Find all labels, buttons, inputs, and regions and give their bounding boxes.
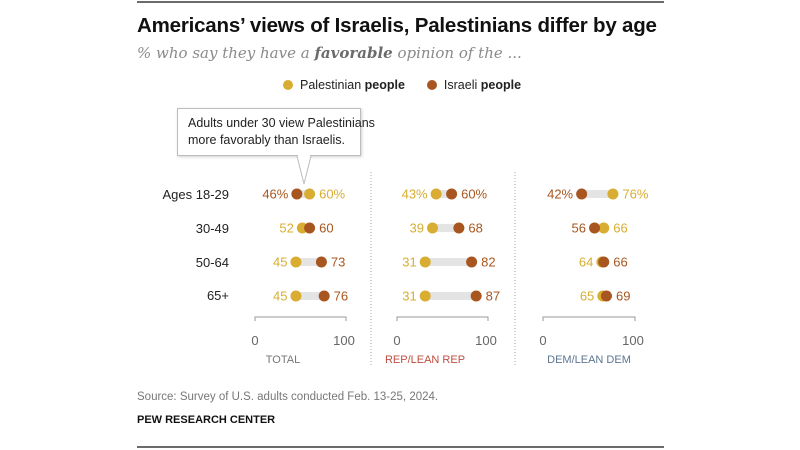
row-label-65-plus: 65+	[206, 288, 229, 303]
palestinian-value-label: 45	[273, 255, 287, 270]
tick-label-0: 0	[539, 333, 546, 348]
legend-item-palestinian: Palestinian people	[283, 78, 405, 92]
palestinian-dot-rep-lean-rep	[426, 222, 438, 234]
palestinian-value-label: 39	[410, 221, 424, 236]
palestinian-value-label: 60%	[319, 187, 345, 202]
israeli-value-label: 56	[572, 221, 586, 236]
legend-bold: people	[364, 78, 405, 92]
bottom-rule	[137, 446, 664, 448]
palestinian-dot-total	[290, 290, 302, 302]
palestinian-dot-total	[304, 188, 316, 200]
brand-label: PEW RESEARCH CENTER	[137, 414, 276, 426]
israeli-dot-rep-lean-rep	[466, 256, 478, 268]
israeli-value-label: 66	[613, 255, 627, 270]
palestinian-dot-rep-lean-rep	[419, 256, 431, 268]
legend-label-israeli: Israeli people	[444, 78, 521, 92]
palestinian-dot-icon	[283, 80, 293, 90]
israeli-value-label: 87	[486, 289, 500, 304]
panel-label-dem-lean-dem: DEM/LEAN DEM	[547, 354, 631, 366]
israeli-value-label: 46%	[262, 187, 288, 202]
legend-plain: Palestinian	[300, 78, 365, 92]
israeli-value-label: 60	[319, 221, 333, 236]
palestinian-value-label: 43%	[402, 187, 428, 202]
top-rule	[137, 1, 664, 3]
panel-label-rep-lean-rep: REP/LEAN REP	[385, 354, 465, 366]
israeli-dot-total	[315, 256, 327, 268]
israeli-value-label: 76	[334, 289, 348, 304]
israeli-dot-icon	[426, 80, 437, 90]
legend-item-israeli: Israeli people	[426, 78, 521, 92]
israeli-dot-dem-lean-dem	[576, 188, 588, 200]
israeli-dot-total	[318, 290, 330, 302]
source-note: Source: Survey of U.S. adults conducted …	[137, 391, 439, 403]
israeli-value-label: 82	[481, 255, 495, 270]
tick-label-100: 100	[622, 333, 644, 348]
palestinian-dot-total	[290, 256, 302, 268]
callout-line-2: more favorably than Israelis.	[188, 133, 346, 147]
row-label-50-64: 50-64	[195, 255, 229, 270]
israeli-dot-dem-lean-dem	[600, 290, 612, 302]
israeli-dot-total	[291, 188, 303, 200]
axis-line-dem-lean-dem	[542, 316, 636, 321]
legend: Palestinian people Israeli people	[283, 78, 521, 92]
israeli-dot-rep-lean-rep	[470, 290, 482, 302]
chart-subtitle: % who say they have a favorable opinion …	[137, 44, 522, 62]
legend-label-palestinian: Palestinian people	[300, 78, 405, 92]
tick-label-0: 0	[393, 333, 400, 348]
legend-plain: Israeli	[443, 78, 481, 92]
palestinian-value-label: 65	[580, 289, 594, 304]
axis-line-rep-lean-rep	[396, 316, 489, 321]
palestinian-value-label: 76%	[622, 187, 648, 202]
row-label-18-29: Ages 18-29	[162, 187, 230, 202]
callout-annotation: Adults under 30 view Palestinians more f…	[177, 108, 375, 156]
israeli-value-label: 73	[331, 255, 345, 270]
panel-label-total: TOTAL	[266, 354, 300, 366]
subtitle-bold: favorable	[314, 44, 393, 62]
legend-bold: people	[480, 78, 522, 92]
palestinian-value-label: 45	[273, 289, 287, 304]
axis-line-total	[254, 316, 347, 321]
israeli-dot-rep-lean-rep	[453, 222, 465, 234]
row-label-30-49: 30-49	[195, 221, 229, 236]
chart-title: Americans’ views of Israelis, Palestinia…	[137, 14, 657, 37]
israeli-value-label: 60%	[461, 187, 487, 202]
israeli-dot-dem-lean-dem	[589, 222, 601, 234]
subtitle-pre: % who say they have a	[137, 44, 315, 62]
palestinian-dot-dem-lean-dem	[607, 188, 619, 200]
subtitle-post: opinion of the ...	[392, 44, 522, 62]
palestinian-dot-rep-lean-rep	[430, 188, 442, 200]
callout-pointer	[296, 155, 312, 185]
palestinian-value-label: 64	[579, 255, 593, 270]
callout-line-1: Adults under 30 view Palestinians	[188, 116, 375, 130]
palestinian-dot-rep-lean-rep	[419, 290, 431, 302]
israeli-value-label: 68	[468, 221, 482, 236]
palestinian-dot-dem-lean-dem	[598, 222, 610, 234]
palestinian-value-label: 52	[279, 221, 293, 236]
israeli-value-label: 42%	[547, 187, 573, 202]
tick-label-0: 0	[251, 333, 258, 348]
tick-label-100: 100	[333, 333, 355, 348]
israeli-dot-dem-lean-dem	[598, 256, 610, 268]
tick-label-100: 100	[475, 333, 497, 348]
israeli-dot-rep-lean-rep	[446, 188, 458, 200]
israeli-value-label: 69	[616, 289, 630, 304]
palestinian-value-label: 66	[613, 221, 627, 236]
palestinian-value-label: 31	[402, 255, 416, 270]
israeli-dot-total	[304, 222, 316, 234]
palestinian-value-label: 31	[402, 289, 416, 304]
